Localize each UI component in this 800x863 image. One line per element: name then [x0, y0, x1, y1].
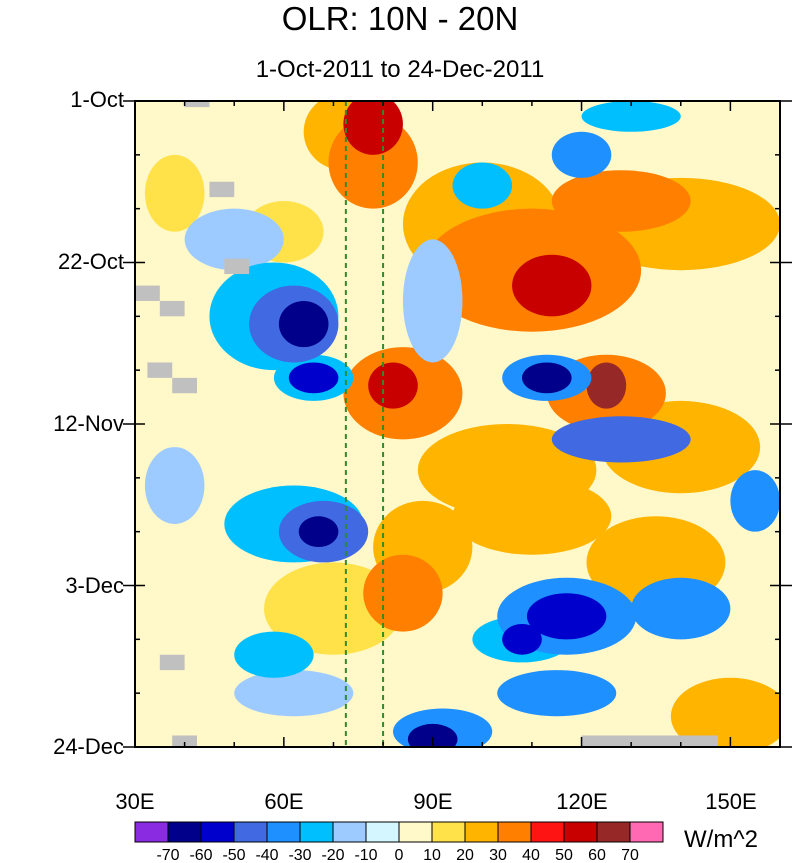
- anomaly-region: [522, 362, 572, 394]
- anomaly-region: [298, 516, 339, 548]
- colorbar-swatch: [398, 821, 433, 843]
- anomaly-region: [631, 577, 731, 640]
- colorbar-swatch: [629, 821, 664, 843]
- colorbar-swatch: [167, 821, 202, 843]
- anomaly-region: [452, 162, 513, 209]
- anomaly-region: [730, 470, 780, 532]
- anomaly-region: [184, 208, 284, 271]
- colorbar-level-label: 70: [621, 847, 639, 863]
- anomaly-region: [581, 101, 681, 132]
- colorbar-level-label: 50: [555, 847, 573, 863]
- colorbar-swatch: [596, 821, 631, 843]
- missing-data-box: [184, 101, 210, 108]
- missing-data-boxes: [135, 101, 718, 747]
- missing-data-box: [224, 258, 250, 275]
- chart-subtitle: 1-Oct-2011 to 24-Dec-2011: [255, 56, 545, 83]
- x-tick-label: 90E: [413, 789, 453, 814]
- colorbar-swatch: [332, 821, 367, 843]
- anomaly-region: [512, 254, 592, 317]
- colorbar-units: W/m^2: [684, 826, 758, 853]
- anomaly-region: [551, 170, 691, 232]
- colorbar-level-label: 60: [588, 847, 606, 863]
- colorbar-level-label: 30: [489, 847, 507, 863]
- colorbar-level-label: -20: [321, 847, 344, 863]
- colorbar-swatch: [200, 821, 235, 843]
- anomaly-region: [417, 424, 597, 517]
- colorbar-swatch: [299, 821, 334, 843]
- missing-data-box: [209, 181, 235, 198]
- colorbar-swatch: [266, 821, 301, 843]
- y-tick-label: 1-Oct: [70, 87, 124, 112]
- anomaly-region: [368, 362, 418, 409]
- colorbar-swatch: [365, 821, 400, 843]
- colorbar-level-label: 20: [456, 847, 474, 863]
- colorbar: -70 -60 -50 -40 -30 -20 -10 0 10 20 30 40 50 60 70: [134, 821, 664, 863]
- anomaly-region: [144, 154, 205, 232]
- anomaly-region: [586, 362, 627, 409]
- olr-anomaly-field: [144, 101, 780, 747]
- y-tick-label: 22-Oct: [57, 249, 124, 274]
- missing-data-box: [159, 654, 185, 671]
- colorbar-swatch: [530, 821, 565, 843]
- anomaly-region: [288, 362, 339, 394]
- anomaly-region: [343, 101, 403, 155]
- missing-data-box: [581, 735, 718, 747]
- colorbar-level-label: 0: [395, 847, 404, 863]
- anomaly-region: [402, 239, 463, 363]
- anomaly-region: [526, 593, 607, 640]
- y-tick-label: 3-Dec: [65, 573, 124, 598]
- x-tick-label: 150E: [705, 789, 757, 814]
- missing-data-box: [172, 377, 198, 394]
- y-tick-label: 12-Nov: [53, 411, 124, 436]
- colorbar-level-label: -70: [156, 847, 179, 863]
- colorbar-level-label: -50: [222, 847, 245, 863]
- missing-data-box: [159, 300, 185, 317]
- axis-ticks: [123, 100, 792, 748]
- anomaly-region: [502, 623, 542, 655]
- colorbar-level-label: 40: [522, 847, 540, 863]
- anomaly-region: [497, 670, 617, 717]
- anomaly-region: [234, 631, 314, 678]
- chart-title: OLR: 10N - 20N: [281, 0, 519, 37]
- colorbar-level-label: -40: [255, 847, 278, 863]
- colorbar-level-label: -10: [354, 847, 377, 863]
- colorbar-swatch: [134, 821, 169, 843]
- colorbar-swatch: [563, 821, 598, 843]
- colorbar-swatch: [431, 821, 466, 843]
- colorbar-swatch: [497, 821, 532, 843]
- colorbar-level-label: 10: [423, 847, 441, 863]
- x-tick-label: 60E: [264, 789, 304, 814]
- missing-data-box: [147, 362, 173, 378]
- colorbar-level-label: -30: [288, 847, 311, 863]
- colorbar-swatch: [233, 821, 268, 843]
- missing-data-box: [172, 735, 198, 747]
- x-tick-label: 30E: [115, 789, 155, 814]
- anomaly-region: [144, 447, 205, 524]
- anomaly-region: [551, 131, 612, 178]
- anomaly-region: [551, 416, 691, 463]
- y-tick-label: 24-Dec: [53, 734, 124, 759]
- anomaly-region: [234, 670, 354, 717]
- x-tick-label: 120E: [556, 789, 608, 814]
- colorbar-swatch: [464, 821, 499, 843]
- anomaly-region: [670, 677, 780, 747]
- anomaly-region: [278, 300, 329, 348]
- colorbar-level-label: -60: [189, 847, 212, 863]
- anomaly-region: [407, 723, 458, 747]
- missing-data-box: [135, 285, 160, 301]
- anomaly-region: [363, 554, 443, 632]
